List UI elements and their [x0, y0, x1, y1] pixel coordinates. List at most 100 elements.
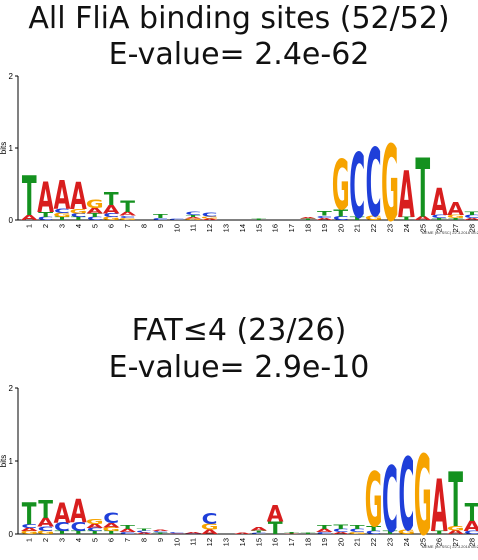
logo-letter-G: G [70, 208, 88, 215]
logo-letter-G: G [102, 526, 120, 532]
logo-letter-T: T [399, 216, 414, 221]
position-label: 17 [287, 224, 296, 232]
logo-letter-T: T [448, 458, 463, 545]
position-label: 18 [304, 224, 313, 232]
logo-letter-T: T [71, 530, 86, 535]
position-label: 24 [402, 224, 411, 232]
position-label: 9 [156, 538, 165, 542]
logo-letter-T: T [350, 524, 365, 530]
logo-letter-T: T [22, 165, 37, 228]
logo-letter-A: A [21, 527, 38, 532]
logo-letter-A: A [234, 532, 251, 534]
logo-letter-A: A [300, 217, 317, 219]
logo-footer: MEME (no SSC) 22.3.2016 08:21 [422, 230, 478, 235]
position-label: 28 [468, 224, 477, 232]
position-label: 21 [353, 538, 362, 546]
logo-letter-G: G [184, 218, 202, 220]
position-label: 27 [451, 538, 460, 546]
position-label: 2 [41, 224, 50, 228]
logo-letter-A: A [185, 217, 202, 219]
logo-letter-T: T [284, 531, 299, 533]
logo-letter-T: T [55, 216, 70, 221]
logo-letter-C: C [251, 532, 267, 534]
y-tick-label: 0 [9, 216, 14, 225]
logo-letter-C: C [152, 531, 168, 533]
position-label: 22 [369, 224, 378, 232]
position-label: 24 [402, 538, 411, 546]
logo-letter-C: C [136, 530, 152, 533]
position-label: 12 [205, 224, 214, 232]
position-label: 11 [189, 224, 198, 232]
y-axis-label: bits [0, 142, 8, 154]
position-label: 10 [172, 224, 181, 232]
position-label: 16 [271, 224, 280, 232]
position-label: 3 [58, 538, 67, 542]
logo-letter-T: T [317, 524, 332, 530]
y-tick-label: 1 [9, 457, 14, 466]
logo-letter-A: A [201, 528, 219, 535]
logo-letter-C: C [38, 216, 54, 221]
position-label: 8 [140, 538, 149, 542]
position-label: 25 [418, 224, 427, 232]
logo-letter-T: T [350, 216, 365, 221]
logo-letter-G: G [102, 216, 120, 221]
position-label: 11 [189, 538, 198, 546]
position-label: 15 [254, 224, 263, 232]
position-label: 13 [222, 224, 231, 232]
position-label: 4 [74, 224, 83, 228]
logo-letter-A: A [86, 522, 104, 529]
position-label: 17 [287, 538, 296, 546]
logo-letter-A: A [447, 199, 464, 220]
logo-letter-T: T [301, 218, 316, 220]
logo-letter-A: A [119, 211, 137, 217]
logo-letter-A: A [201, 218, 218, 220]
logo-letter-C: C [21, 523, 37, 529]
logo-letter-G: G [53, 212, 71, 219]
logo-letter-T: T [22, 498, 37, 532]
position-label: 28 [468, 538, 477, 546]
logo-letter-T: T [87, 530, 102, 535]
position-label: 5 [90, 224, 99, 228]
position-label: 23 [386, 538, 395, 546]
logo-letter-G: G [201, 522, 219, 531]
logo-letter-T: T [317, 210, 332, 217]
panel2-title: FAT≤4 (23/26) [131, 313, 347, 348]
y-tick-label: 0 [9, 530, 14, 539]
logo-letter-T: T [333, 207, 348, 219]
position-label: 6 [107, 224, 116, 228]
logo-letter-C: C [464, 214, 478, 219]
logo-letter-C: C [464, 530, 478, 535]
logo-letter-C: C [70, 521, 86, 535]
position-label: 10 [172, 538, 181, 546]
panel1-title: All FliA binding sites (52/52) [28, 1, 450, 36]
logo-letter-T: T [153, 213, 168, 219]
logo-letter-T: T [87, 212, 102, 218]
logo-letter-T: T [120, 198, 135, 216]
position-label: 14 [238, 538, 247, 546]
logo-letter-G: G [381, 123, 399, 245]
y-tick-label: 2 [9, 72, 14, 81]
logo-letter-A: A [316, 217, 333, 220]
position-label: 9 [156, 224, 165, 228]
position-label: 25 [418, 538, 427, 546]
position-label: 2 [41, 538, 50, 542]
logo-letter-T: T [366, 525, 381, 533]
logo-letter-T: T [301, 532, 316, 534]
logo-letter-G: G [447, 525, 465, 532]
logo-letter-A: A [37, 173, 54, 222]
position-label: 15 [254, 538, 263, 546]
logo-letter-C: C [366, 130, 382, 239]
logo-letter-C: C [202, 511, 218, 528]
position-label: 21 [353, 224, 362, 232]
position-label: 20 [336, 538, 345, 546]
logo-letter-C: C [169, 218, 185, 220]
logo-letter-T: T [432, 530, 447, 535]
logo-letter-A: A [54, 497, 71, 529]
logo-footer: MEME (no SSC) 22.3.2016 08:21 [422, 544, 478, 549]
logo-letter-T: T [415, 141, 430, 235]
logo-letter-A: A [119, 528, 136, 533]
logo-letter-C: C [120, 531, 136, 534]
sequence-logo-2: 012bits1GACT2GCAT3TCA4TCA5TCAG6TGAC7CAT8… [0, 384, 478, 560]
logo-letter-T: T [251, 219, 267, 221]
